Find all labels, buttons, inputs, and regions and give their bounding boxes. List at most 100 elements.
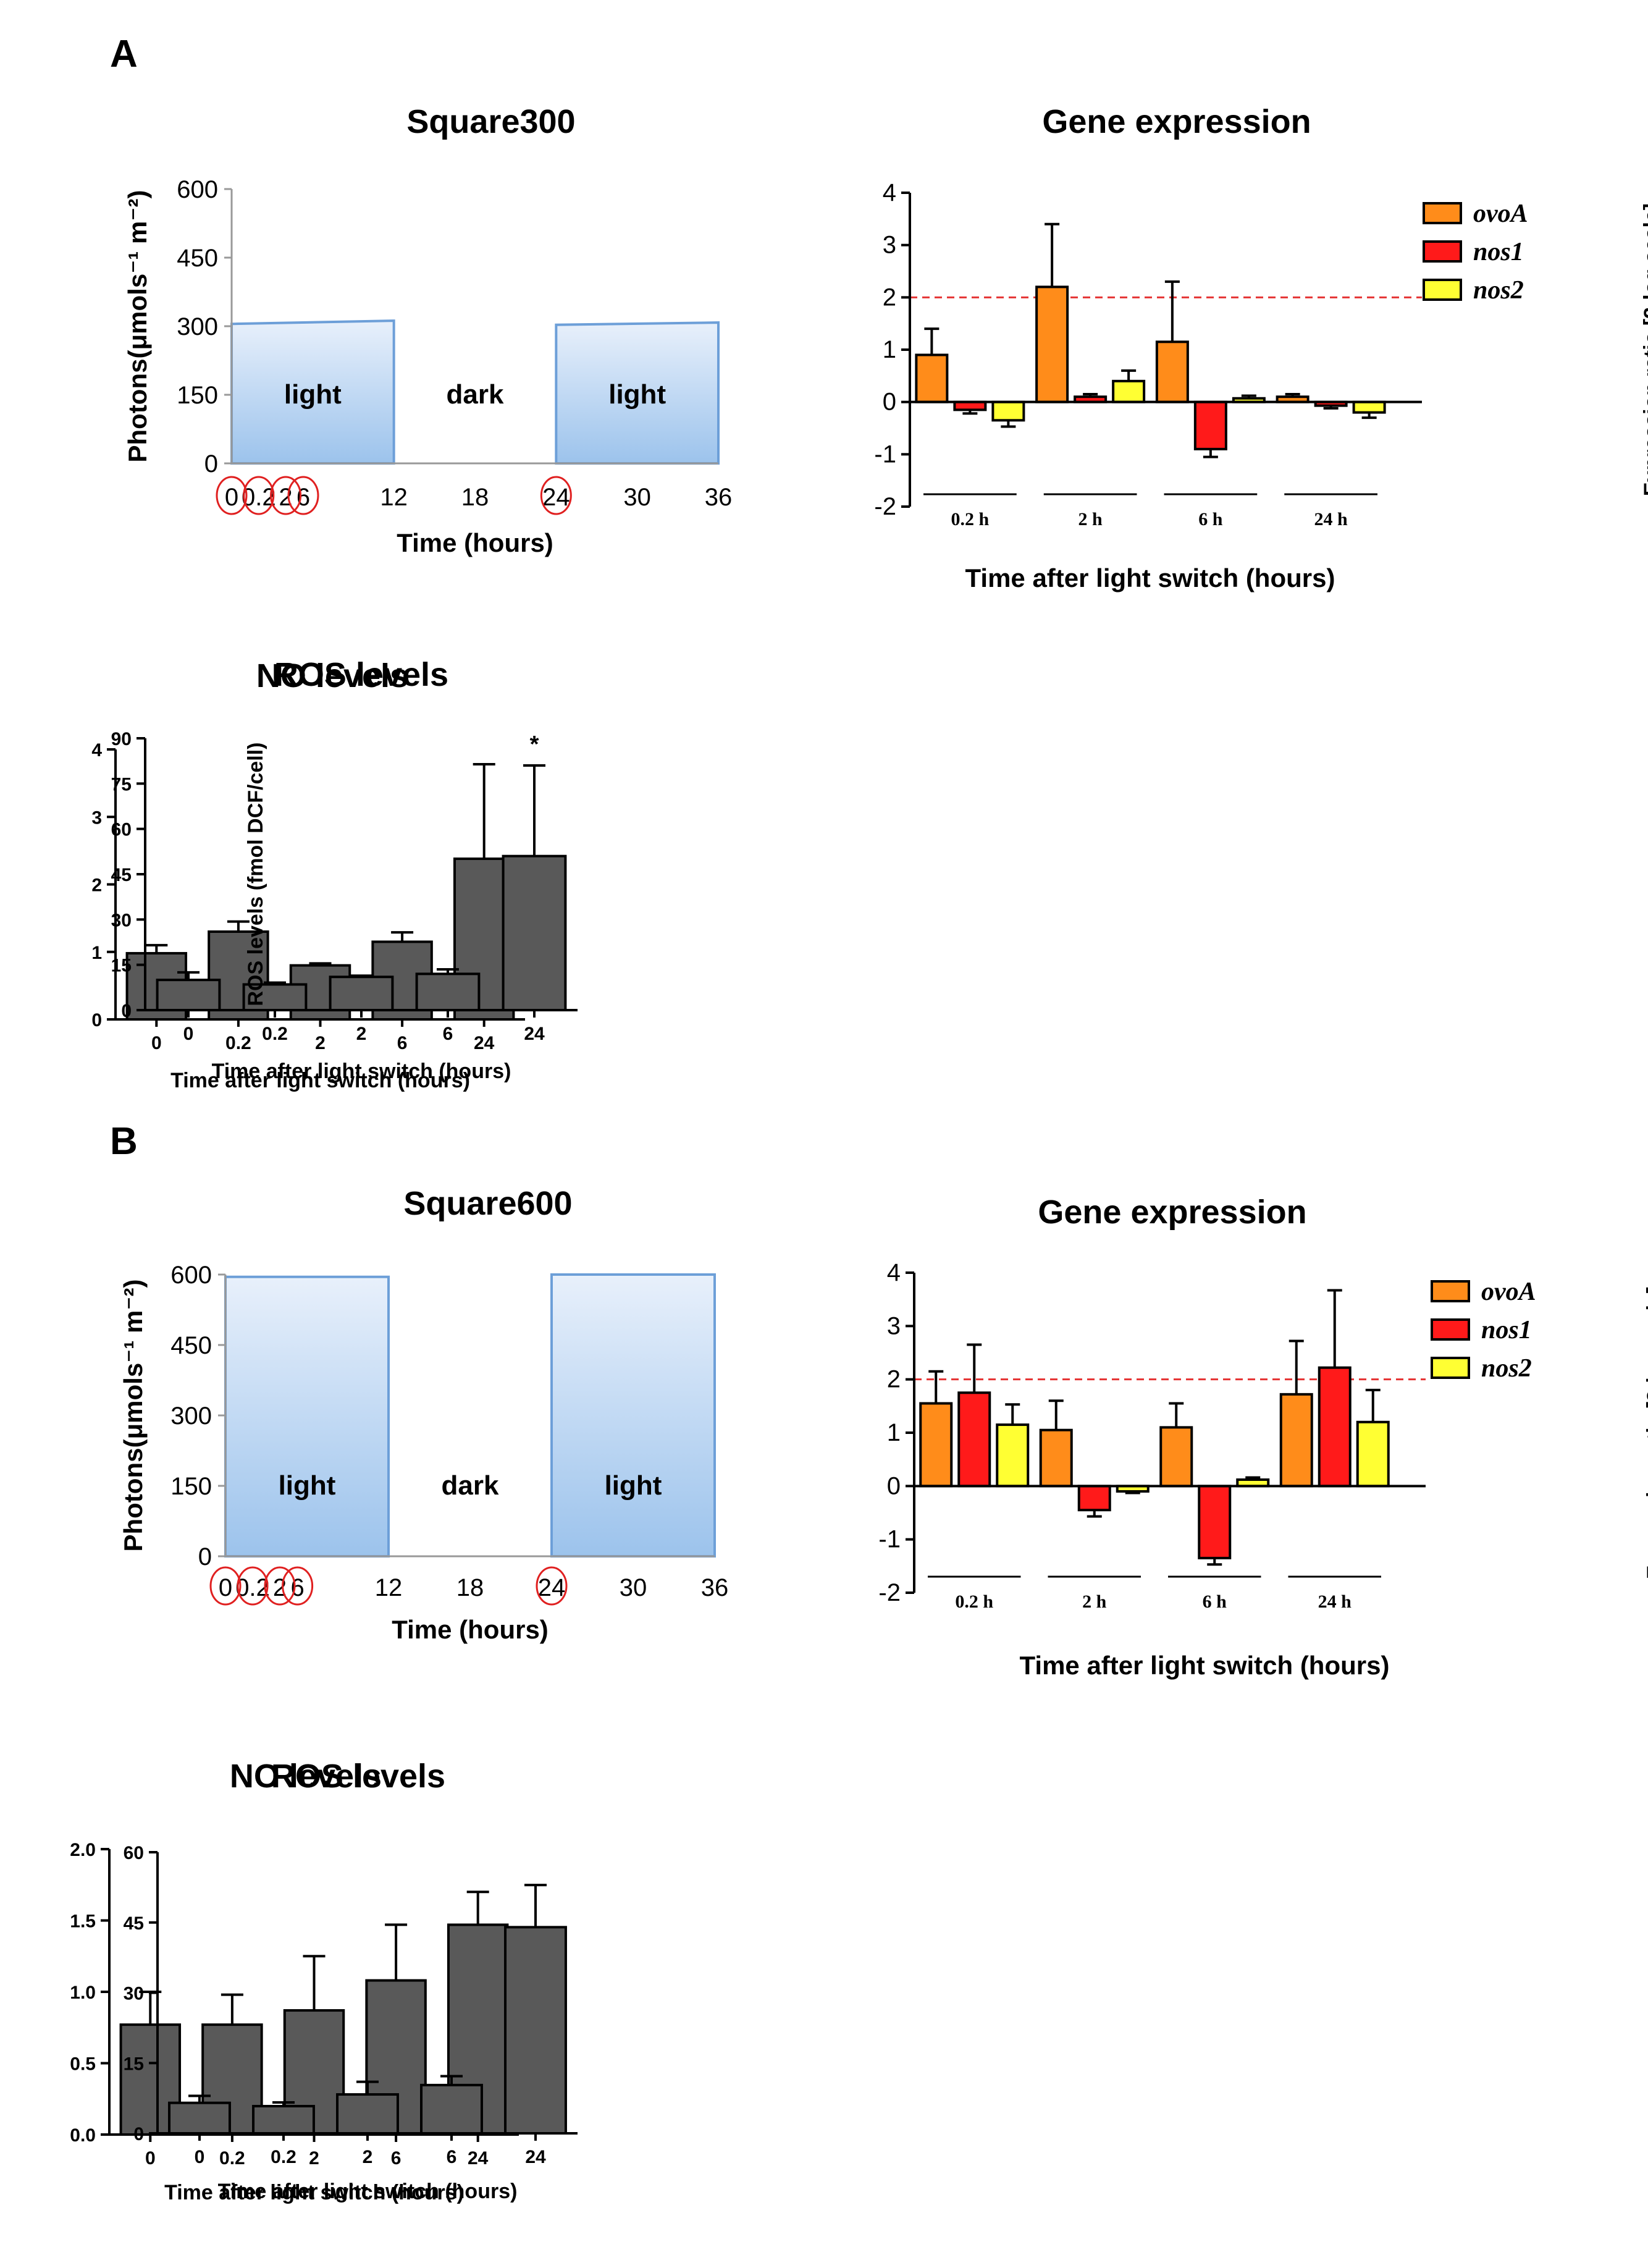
y-tick-label: 150 (170, 1473, 212, 1500)
y-tick-label: 4 (887, 1259, 901, 1286)
y-tick-label: 1 (887, 1419, 901, 1446)
x-tick-label: 2 (315, 1033, 326, 1053)
region-label-dark: dark (447, 379, 504, 410)
bar (420, 2083, 483, 2135)
y-tick-label: -1 (878, 1526, 901, 1553)
x-tick-label: 24 (524, 1024, 545, 1044)
x-tick-label: 0 (145, 2148, 156, 2169)
x-tick-label: 2 (309, 2148, 319, 2169)
highlight-circle (270, 476, 302, 515)
highlight-circle (282, 1566, 314, 1606)
panel-label-b: B (110, 1120, 138, 1163)
y-tick-label: 3 (91, 807, 102, 828)
x-tick-label: 12 (380, 484, 408, 511)
legend-label-ovoA: ovoA (1481, 1278, 1536, 1306)
chart-title: Gene expression (1042, 103, 1311, 140)
y-tick-label: 0.5 (70, 2054, 96, 2075)
x-axis-label: Time (hours) (397, 528, 553, 557)
x-tick-label: 0.2 (262, 1024, 288, 1044)
bar-ovoA (1279, 1393, 1313, 1488)
x-tick-label: 2 (356, 1024, 367, 1044)
x-tick-label: 0.2 (219, 2148, 245, 2169)
bar (504, 1926, 567, 2135)
category-label: 2 h (1078, 509, 1103, 529)
gene-expression-chart-a: Gene expression -2 -1 0 1 2 3 4 0.2 h 2 h 6 h 24 h o… (874, 103, 1648, 592)
y-tick-label: 300 (170, 1402, 212, 1430)
legend-swatch-nos2 (1431, 1357, 1470, 1379)
y-axis-label: Expression ratio [2-log scale] (1643, 1286, 1648, 1579)
bar-nos2 (996, 1423, 1030, 1488)
y-tick-label: -2 (878, 1579, 901, 1606)
bar-ovoA (919, 1402, 953, 1488)
region-label-light: light (605, 1470, 662, 1501)
bar (336, 2093, 399, 2135)
x-axis-label: Time after light switch (hours) (212, 1060, 511, 1083)
legend-label-nos2: nos2 (1473, 276, 1524, 305)
x-tick-label: 6 (397, 1033, 408, 1053)
category-label: 2 h (1082, 1591, 1107, 1612)
x-tick-label: 6 (443, 1024, 453, 1044)
y-axis-label: Photons(μmols⁻¹ m⁻²) (123, 190, 152, 463)
legend-label-ovoA: ovoA (1473, 200, 1528, 228)
legend-swatch-nos1 (1431, 1318, 1470, 1341)
light-block-0 (224, 1275, 390, 1558)
x-tick-label: 6 (391, 2148, 401, 2169)
x-tick-label: 24 (474, 1033, 495, 1053)
x-tick-label: 6 (447, 2147, 457, 2167)
x-tick-label: 18 (456, 1574, 484, 1601)
x-tick-label: 0 (219, 1574, 232, 1601)
x-axis-label: Time after light switch (hours) (965, 563, 1335, 592)
chart-title: Square600 (403, 1185, 572, 1222)
x-tick-label: 0.2 (225, 1033, 251, 1053)
y-tick-label: 1 (91, 943, 102, 963)
x-tick-label: 0 (225, 484, 238, 511)
x-axis-label: Time (hours) (392, 1615, 549, 1644)
legend-swatch-nos1 (1423, 240, 1462, 263)
y-tick-label: 15 (111, 956, 132, 976)
category-label: 0.2 h (951, 509, 990, 529)
chart-title: NO levels (256, 657, 408, 694)
y-tick-label: 0 (133, 2124, 144, 2144)
y-tick-label: 2 (91, 875, 102, 896)
x-tick-label: 24 (525, 2147, 546, 2167)
y-tick-label: 60 (124, 1843, 144, 1863)
y-tick-label: 4 (883, 179, 896, 206)
bar-nos1 (1318, 1366, 1352, 1488)
x-tick-label: 30 (623, 484, 651, 511)
highlight-circle (209, 1566, 242, 1606)
x-tick-label: 0 (195, 2147, 205, 2167)
y-tick-label: 0 (204, 450, 218, 478)
y-tick-label: 30 (124, 1984, 144, 2004)
bar (252, 2105, 315, 2135)
chart-title: ROS levels (271, 1758, 445, 1795)
chart-title: Square300 (406, 103, 575, 140)
y-tick-label: 450 (170, 1332, 212, 1359)
y-tick-label: 75 (111, 774, 132, 795)
x-axis-label: Time after light switch (hours) (164, 2181, 464, 2204)
legend-swatch-ovoA (1423, 202, 1462, 224)
significance-marker: * (530, 731, 539, 757)
y-tick-label: 90 (111, 729, 132, 749)
y-axis-label: ROS levels (fmol DCF/cell) (244, 743, 267, 1006)
y-tick-label: 0 (121, 1001, 132, 1021)
y-tick-label: 0 (887, 1472, 901, 1499)
y-tick-label: 4 (91, 740, 102, 761)
region-label-dark: dark (442, 1470, 499, 1501)
y-tick-label: 0 (883, 389, 896, 416)
highlight-circle (540, 476, 572, 515)
bar-nos2 (1356, 1420, 1390, 1488)
bar-ovoA (915, 353, 949, 403)
bar-nos1 (1077, 1485, 1111, 1512)
highlight-circle (264, 1566, 296, 1606)
region-label-light: light (284, 379, 342, 410)
y-tick-label: 0 (198, 1543, 212, 1570)
bar-nos1 (1198, 1485, 1232, 1559)
y-tick-label: 2 (883, 284, 896, 311)
y-tick-label: 3 (887, 1312, 901, 1339)
bar-ovoA (1039, 1428, 1073, 1488)
y-axis-label: Expression ratio [2-log scale] (1640, 203, 1648, 496)
bar (168, 2101, 231, 2135)
